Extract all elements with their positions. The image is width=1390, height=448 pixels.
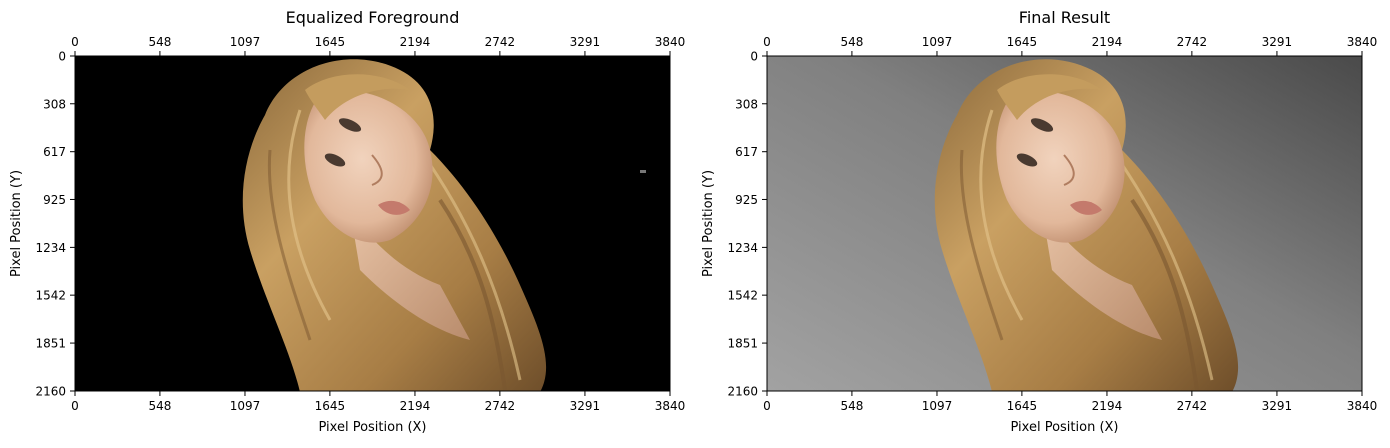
panel-final-result: Final Result 0 548 1097 1645 2194 2742 3291 384… <box>701 8 1377 435</box>
x-ticks-bottom: 0 548 1097 1645 2194 2742 3291 3840 <box>763 391 1377 413</box>
y-tick-label: 0 <box>58 50 66 64</box>
x-tick-label: 2194 <box>1092 35 1123 49</box>
x-ticks-top: 0 548 1097 1645 2194 2742 3291 3840 <box>71 35 685 56</box>
foreground-image <box>75 56 670 391</box>
x-tick-label: 2194 <box>400 35 431 49</box>
y-axis-label: Pixel Position (Y) <box>701 170 716 277</box>
x-tick-label: 1645 <box>1007 399 1038 413</box>
x-axis-label: Pixel Position (X) <box>1011 420 1119 435</box>
y-ticks: 0 308 617 925 1234 1542 1851 2160 <box>727 50 767 399</box>
y-tick-label: 2160 <box>727 385 758 399</box>
result-image <box>767 56 1362 391</box>
x-tick-label: 0 <box>763 399 771 413</box>
x-axis-label: Pixel Position (X) <box>319 420 427 435</box>
x-tick-label: 3840 <box>655 35 686 49</box>
x-tick-label: 3840 <box>655 399 686 413</box>
y-tick-label: 1542 <box>727 289 758 303</box>
plot-frame <box>766 55 1363 392</box>
x-tick-label: 548 <box>148 399 171 413</box>
x-ticks-bottom: 0 548 1097 1645 2194 2742 3291 3840 <box>71 391 685 413</box>
y-tick-label: 925 <box>43 193 66 207</box>
x-tick-label: 1645 <box>1007 35 1038 49</box>
panel-equalized-foreground: Equalized Foreground 0 548 1097 1645 2194 274… <box>9 8 685 435</box>
x-tick-label: 1097 <box>922 399 953 413</box>
x-tick-label: 2194 <box>1092 399 1123 413</box>
x-tick-label: 0 <box>763 35 771 49</box>
x-tick-label: 548 <box>148 35 171 49</box>
y-tick-label: 0 <box>750 50 758 64</box>
chart-title: Final Result <box>1019 8 1110 27</box>
x-tick-label: 2742 <box>485 399 516 413</box>
x-tick-label: 548 <box>840 399 863 413</box>
y-tick-label: 1542 <box>35 289 66 303</box>
chart-title: Equalized Foreground <box>286 8 460 27</box>
x-tick-label: 0 <box>71 35 79 49</box>
x-tick-label: 2742 <box>485 35 516 49</box>
y-tick-label: 925 <box>735 193 758 207</box>
x-tick-label: 1097 <box>230 399 261 413</box>
x-tick-label: 2194 <box>400 399 431 413</box>
y-ticks: 0 308 617 925 1234 1542 1851 2160 <box>35 50 75 399</box>
x-tick-label: 3291 <box>1262 399 1293 413</box>
x-tick-label: 2742 <box>1177 399 1208 413</box>
y-tick-label: 1851 <box>727 337 758 351</box>
y-axis-label: Pixel Position (Y) <box>9 170 24 277</box>
y-tick-label: 2160 <box>35 385 66 399</box>
y-tick-label: 308 <box>43 97 66 111</box>
x-tick-label: 3291 <box>570 399 601 413</box>
x-tick-label: 0 <box>71 399 79 413</box>
y-tick-label: 617 <box>735 145 758 159</box>
y-tick-label: 1851 <box>35 337 66 351</box>
x-tick-label: 3291 <box>1262 35 1293 49</box>
x-tick-label: 1645 <box>315 399 346 413</box>
y-tick-label: 308 <box>735 97 758 111</box>
x-tick-label: 2742 <box>1177 35 1208 49</box>
x-tick-label: 3291 <box>570 35 601 49</box>
x-ticks-top: 0 548 1097 1645 2194 2742 3291 3840 <box>763 35 1377 56</box>
y-tick-label: 1234 <box>727 241 758 255</box>
x-tick-label: 3840 <box>1347 35 1378 49</box>
x-tick-label: 1097 <box>922 35 953 49</box>
x-tick-label: 1097 <box>230 35 261 49</box>
x-tick-label: 1645 <box>315 35 346 49</box>
x-tick-label: 3840 <box>1347 399 1378 413</box>
y-tick-label: 1234 <box>35 241 66 255</box>
plot-frame <box>74 55 671 392</box>
x-tick-label: 548 <box>840 35 863 49</box>
y-tick-label: 617 <box>43 145 66 159</box>
